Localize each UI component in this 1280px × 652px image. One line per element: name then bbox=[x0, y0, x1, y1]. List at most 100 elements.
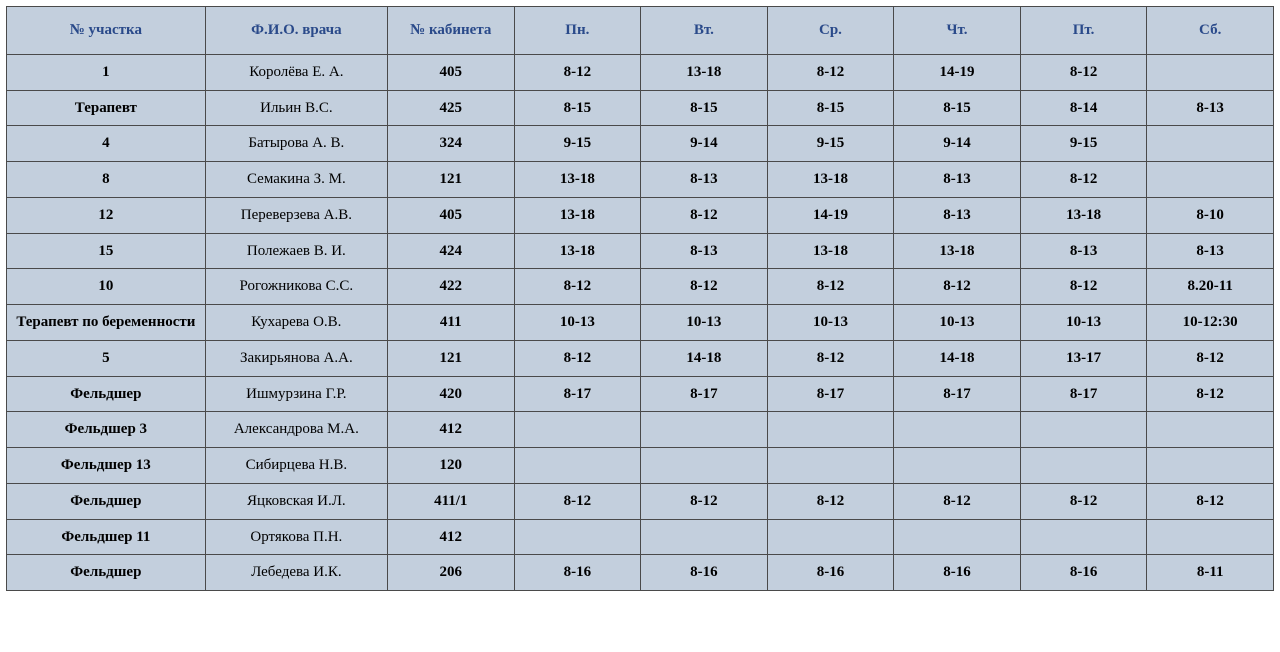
table-row: 4Батырова А. В.3249-159-149-159-149-15 bbox=[7, 126, 1274, 162]
table-cell: 4 bbox=[7, 126, 206, 162]
table-row: Терапевт по беременностиКухарева О.В.411… bbox=[7, 305, 1274, 341]
table-cell: 13-18 bbox=[514, 233, 641, 269]
table-cell: 424 bbox=[387, 233, 514, 269]
table-cell: Батырова А. В. bbox=[205, 126, 387, 162]
table-cell: 8-13 bbox=[1147, 90, 1274, 126]
col-sat: Сб. bbox=[1147, 7, 1274, 55]
table-cell: 13-18 bbox=[894, 233, 1021, 269]
table-cell: 13-18 bbox=[1020, 197, 1147, 233]
col-wed: Ср. bbox=[767, 7, 894, 55]
table-cell: 14-19 bbox=[767, 197, 894, 233]
table-cell: 8-12 bbox=[1147, 376, 1274, 412]
table-cell: 10-13 bbox=[767, 305, 894, 341]
table-row: Фельдшер 3Александрова М.А.412 bbox=[7, 412, 1274, 448]
table-cell: 8-12 bbox=[1020, 483, 1147, 519]
table-cell bbox=[514, 412, 641, 448]
table-cell: 10-13 bbox=[894, 305, 1021, 341]
table-cell: Фельдшер 11 bbox=[7, 519, 206, 555]
table-cell: 10-13 bbox=[1020, 305, 1147, 341]
table-row: 10Рогожникова С.С.4228-128-128-128-128-1… bbox=[7, 269, 1274, 305]
table-cell: 9-15 bbox=[767, 126, 894, 162]
col-section: № участка bbox=[7, 7, 206, 55]
table-cell: 8-12 bbox=[514, 54, 641, 90]
table-cell: 8-12 bbox=[1020, 269, 1147, 305]
table-cell: Терапевт по беременности bbox=[7, 305, 206, 341]
table-row: Фельдшер 13Сибирцева Н.В.120 bbox=[7, 448, 1274, 484]
table-cell: Семакина З. М. bbox=[205, 162, 387, 198]
table-cell: 425 bbox=[387, 90, 514, 126]
table-cell: 8-12 bbox=[767, 340, 894, 376]
table-cell: 8-16 bbox=[514, 555, 641, 591]
table-cell bbox=[641, 519, 768, 555]
table-cell: 8.20-11 bbox=[1147, 269, 1274, 305]
table-cell: 8-14 bbox=[1020, 90, 1147, 126]
table-cell: 8-13 bbox=[1020, 233, 1147, 269]
table-cell bbox=[641, 448, 768, 484]
table-cell: Полежаев В. И. bbox=[205, 233, 387, 269]
table-cell: Ильин В.С. bbox=[205, 90, 387, 126]
table-cell bbox=[1020, 519, 1147, 555]
table-cell: 121 bbox=[387, 162, 514, 198]
table-cell: 8-15 bbox=[767, 90, 894, 126]
table-cell: 14-19 bbox=[894, 54, 1021, 90]
table-cell: 8-12 bbox=[514, 340, 641, 376]
table-body: 1Королёва Е. А.4058-1213-188-1214-198-12… bbox=[7, 54, 1274, 590]
table-cell: 9-14 bbox=[641, 126, 768, 162]
header-row: № участка Ф.И.О. врача № кабинета Пн. Вт… bbox=[7, 7, 1274, 55]
table-cell bbox=[767, 448, 894, 484]
col-room: № кабинета bbox=[387, 7, 514, 55]
table-cell: 411 bbox=[387, 305, 514, 341]
table-cell: 405 bbox=[387, 54, 514, 90]
table-cell: 10-13 bbox=[514, 305, 641, 341]
table-cell: 8-12 bbox=[767, 54, 894, 90]
table-cell bbox=[514, 448, 641, 484]
table-cell: 8-12 bbox=[1020, 54, 1147, 90]
table-cell: Переверзева А.В. bbox=[205, 197, 387, 233]
table-cell: 8-12 bbox=[767, 269, 894, 305]
table-cell: 8-12 bbox=[894, 269, 1021, 305]
table-cell: 8-16 bbox=[641, 555, 768, 591]
table-cell bbox=[894, 519, 1021, 555]
table-cell: 324 bbox=[387, 126, 514, 162]
table-cell: 8-13 bbox=[641, 162, 768, 198]
schedule-table: № участка Ф.И.О. врача № кабинета Пн. Вт… bbox=[6, 6, 1274, 591]
table-cell bbox=[641, 412, 768, 448]
table-cell: 422 bbox=[387, 269, 514, 305]
table-cell: 9-14 bbox=[894, 126, 1021, 162]
table-cell: 8-12 bbox=[1147, 483, 1274, 519]
table-cell: 120 bbox=[387, 448, 514, 484]
col-doctor: Ф.И.О. врача bbox=[205, 7, 387, 55]
table-cell: Фельдшер bbox=[7, 376, 206, 412]
table-cell bbox=[1020, 448, 1147, 484]
table-cell: Сибирцева Н.В. bbox=[205, 448, 387, 484]
table-cell: 8-13 bbox=[894, 197, 1021, 233]
table-cell: Фельдшер 13 bbox=[7, 448, 206, 484]
table-cell: 420 bbox=[387, 376, 514, 412]
table-cell: Лебедева И.К. bbox=[205, 555, 387, 591]
table-cell: Закирьянова А.А. bbox=[205, 340, 387, 376]
table-cell bbox=[767, 412, 894, 448]
table-row: 12Переверзева А.В.40513-188-1214-198-131… bbox=[7, 197, 1274, 233]
table-row: ФельдшерИшмурзина Г.Р.4208-178-178-178-1… bbox=[7, 376, 1274, 412]
table-cell: 8-12 bbox=[641, 483, 768, 519]
table-cell: 8-13 bbox=[1147, 233, 1274, 269]
table-cell: 8-12 bbox=[641, 197, 768, 233]
table-cell: 13-18 bbox=[767, 162, 894, 198]
table-cell: 412 bbox=[387, 412, 514, 448]
table-cell bbox=[1020, 412, 1147, 448]
table-cell: 206 bbox=[387, 555, 514, 591]
table-cell bbox=[1147, 519, 1274, 555]
table-cell: 8-17 bbox=[1020, 376, 1147, 412]
table-cell bbox=[767, 519, 894, 555]
table-cell: 405 bbox=[387, 197, 514, 233]
table-cell: 8-17 bbox=[767, 376, 894, 412]
table-cell: 9-15 bbox=[514, 126, 641, 162]
table-row: 1Королёва Е. А.4058-1213-188-1214-198-12 bbox=[7, 54, 1274, 90]
table-cell: 8-12 bbox=[1020, 162, 1147, 198]
table-cell: 9-15 bbox=[1020, 126, 1147, 162]
table-cell: Фельдшер 3 bbox=[7, 412, 206, 448]
table-cell bbox=[1147, 126, 1274, 162]
table-cell: 8-13 bbox=[641, 233, 768, 269]
table-cell: 8-16 bbox=[1020, 555, 1147, 591]
table-cell bbox=[894, 448, 1021, 484]
